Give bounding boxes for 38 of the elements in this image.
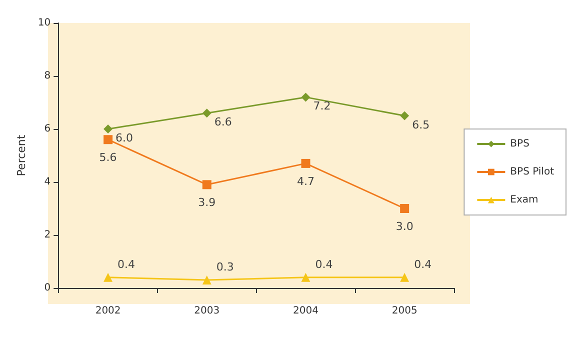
point (104, 124, 113, 134)
x-tick-label: 2004 (293, 306, 318, 316)
y-tick-label: 6 (44, 124, 51, 134)
data-label: 0.4 (315, 258, 333, 271)
x-tick-label: 2003 (194, 306, 220, 316)
legend-label: Exam (510, 194, 538, 206)
point (104, 272, 113, 282)
y-tick-label: 4 (44, 176, 51, 188)
y-axis-title: Percent (15, 134, 28, 176)
data-label: 3.9 (198, 196, 216, 210)
x-tick-label: 2002 (95, 306, 121, 316)
point (202, 108, 212, 118)
point (400, 204, 410, 213)
data-label: 4.7 (296, 174, 314, 188)
data-label: 3.0 (396, 220, 414, 233)
point (301, 158, 310, 168)
data-label: 0.3 (216, 260, 234, 274)
point (400, 111, 410, 120)
point (202, 276, 212, 285)
data-label: 7.2 (313, 100, 331, 113)
legend-label: BPS (510, 138, 530, 150)
point (104, 135, 113, 144)
x-tick-label: 2005 (392, 306, 418, 316)
point (202, 180, 212, 190)
point (400, 272, 410, 282)
point (301, 272, 310, 282)
data-label: 6.5 (412, 118, 430, 132)
legend-label: BPS Pilot (510, 166, 554, 178)
y-tick-label: 8 (44, 70, 51, 82)
data-label: 5.6 (99, 151, 117, 164)
data-label: 6.6 (214, 116, 232, 129)
y-tick-label: 2 (44, 230, 51, 240)
data-label: 6.0 (116, 132, 134, 144)
y-tick-label: 10 (38, 18, 51, 28)
y-tick-label: 0 (44, 282, 51, 294)
data-label: 0.4 (118, 258, 136, 271)
data-label: 0.4 (414, 258, 432, 271)
point (301, 92, 310, 102)
